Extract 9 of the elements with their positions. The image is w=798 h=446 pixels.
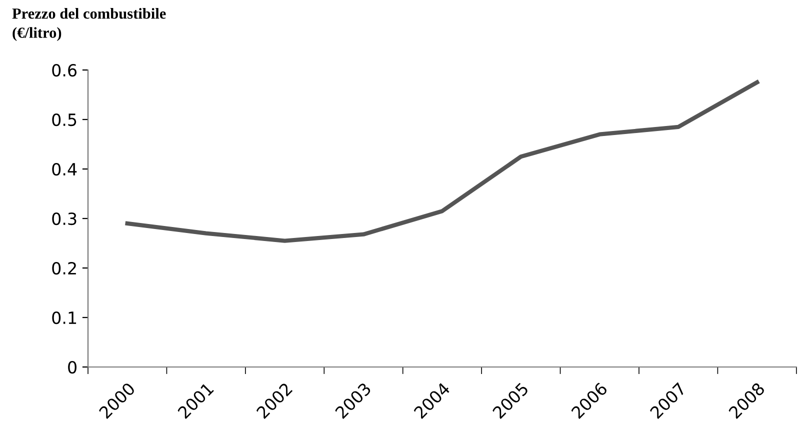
y-tick-label: 0.5	[52, 113, 76, 126]
chart-title: Prezzo del combustibile (€/litro)	[12, 8, 166, 42]
y-tick-label: 0.4	[52, 162, 77, 176]
y-tick-label: 0	[68, 360, 76, 374]
y-tick-label: 0.6	[52, 64, 77, 77]
y-tick-label: 0.2	[52, 262, 76, 275]
line-series	[125, 80, 760, 243]
y-tick-label: 0.3	[52, 212, 76, 226]
y-tick-label: 0.1	[52, 311, 76, 324]
